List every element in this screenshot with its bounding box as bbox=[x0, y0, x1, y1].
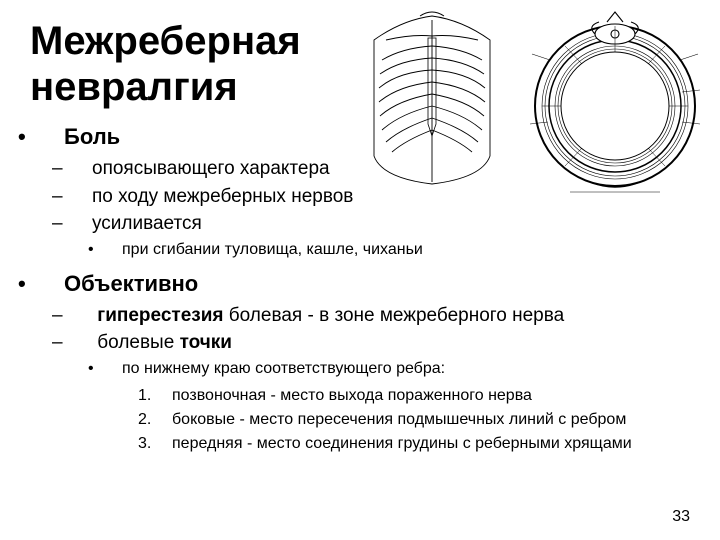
title-line-1: Межреберная bbox=[30, 19, 301, 63]
term-prefix: болевые bbox=[97, 332, 179, 353]
term-bold: точки bbox=[180, 332, 232, 353]
objective-items: гиперестезия болевая - в зоне межреберно… bbox=[72, 303, 690, 356]
objective-numbered: позвоночная - место выхода пораженного н… bbox=[138, 385, 690, 454]
list-item: по нижнему краю соответствующего ребра: bbox=[108, 358, 690, 380]
anatomy-figures bbox=[362, 6, 702, 196]
objective-subhead: по нижнему краю соответствующего ребра: bbox=[108, 358, 690, 380]
list-item: гиперестезия болевая - в зоне межреберно… bbox=[72, 303, 690, 329]
list-item: позвоночная - место выхода пораженного н… bbox=[138, 385, 690, 407]
list-item: боковые - место пересечения подмышечных … bbox=[138, 409, 690, 431]
list-item: передняя - место соединения грудины с ре… bbox=[138, 433, 690, 455]
list-item: болевые точки bbox=[72, 330, 690, 356]
pain-subitems: при сгибании туловища, кашле, чиханьи bbox=[108, 239, 690, 261]
term-bold: гиперестезия bbox=[97, 305, 223, 326]
anatomy-svg bbox=[362, 6, 702, 196]
torso-icon bbox=[374, 12, 490, 184]
title-line-2: невралгия bbox=[30, 65, 238, 109]
section-heading-objective: Объективно bbox=[48, 271, 690, 297]
page-number: 33 bbox=[672, 508, 690, 526]
slide: Межреберная невралгия Боль опоясывающего… bbox=[0, 0, 720, 540]
cross-section-icon bbox=[530, 12, 700, 192]
list-item: при сгибании туловища, кашле, чиханьи bbox=[108, 239, 690, 261]
page-title: Межреберная невралгия bbox=[30, 18, 370, 110]
term-rest: болевая - в зоне межреберного нерва bbox=[224, 305, 565, 326]
list-item: усиливается bbox=[72, 211, 690, 237]
